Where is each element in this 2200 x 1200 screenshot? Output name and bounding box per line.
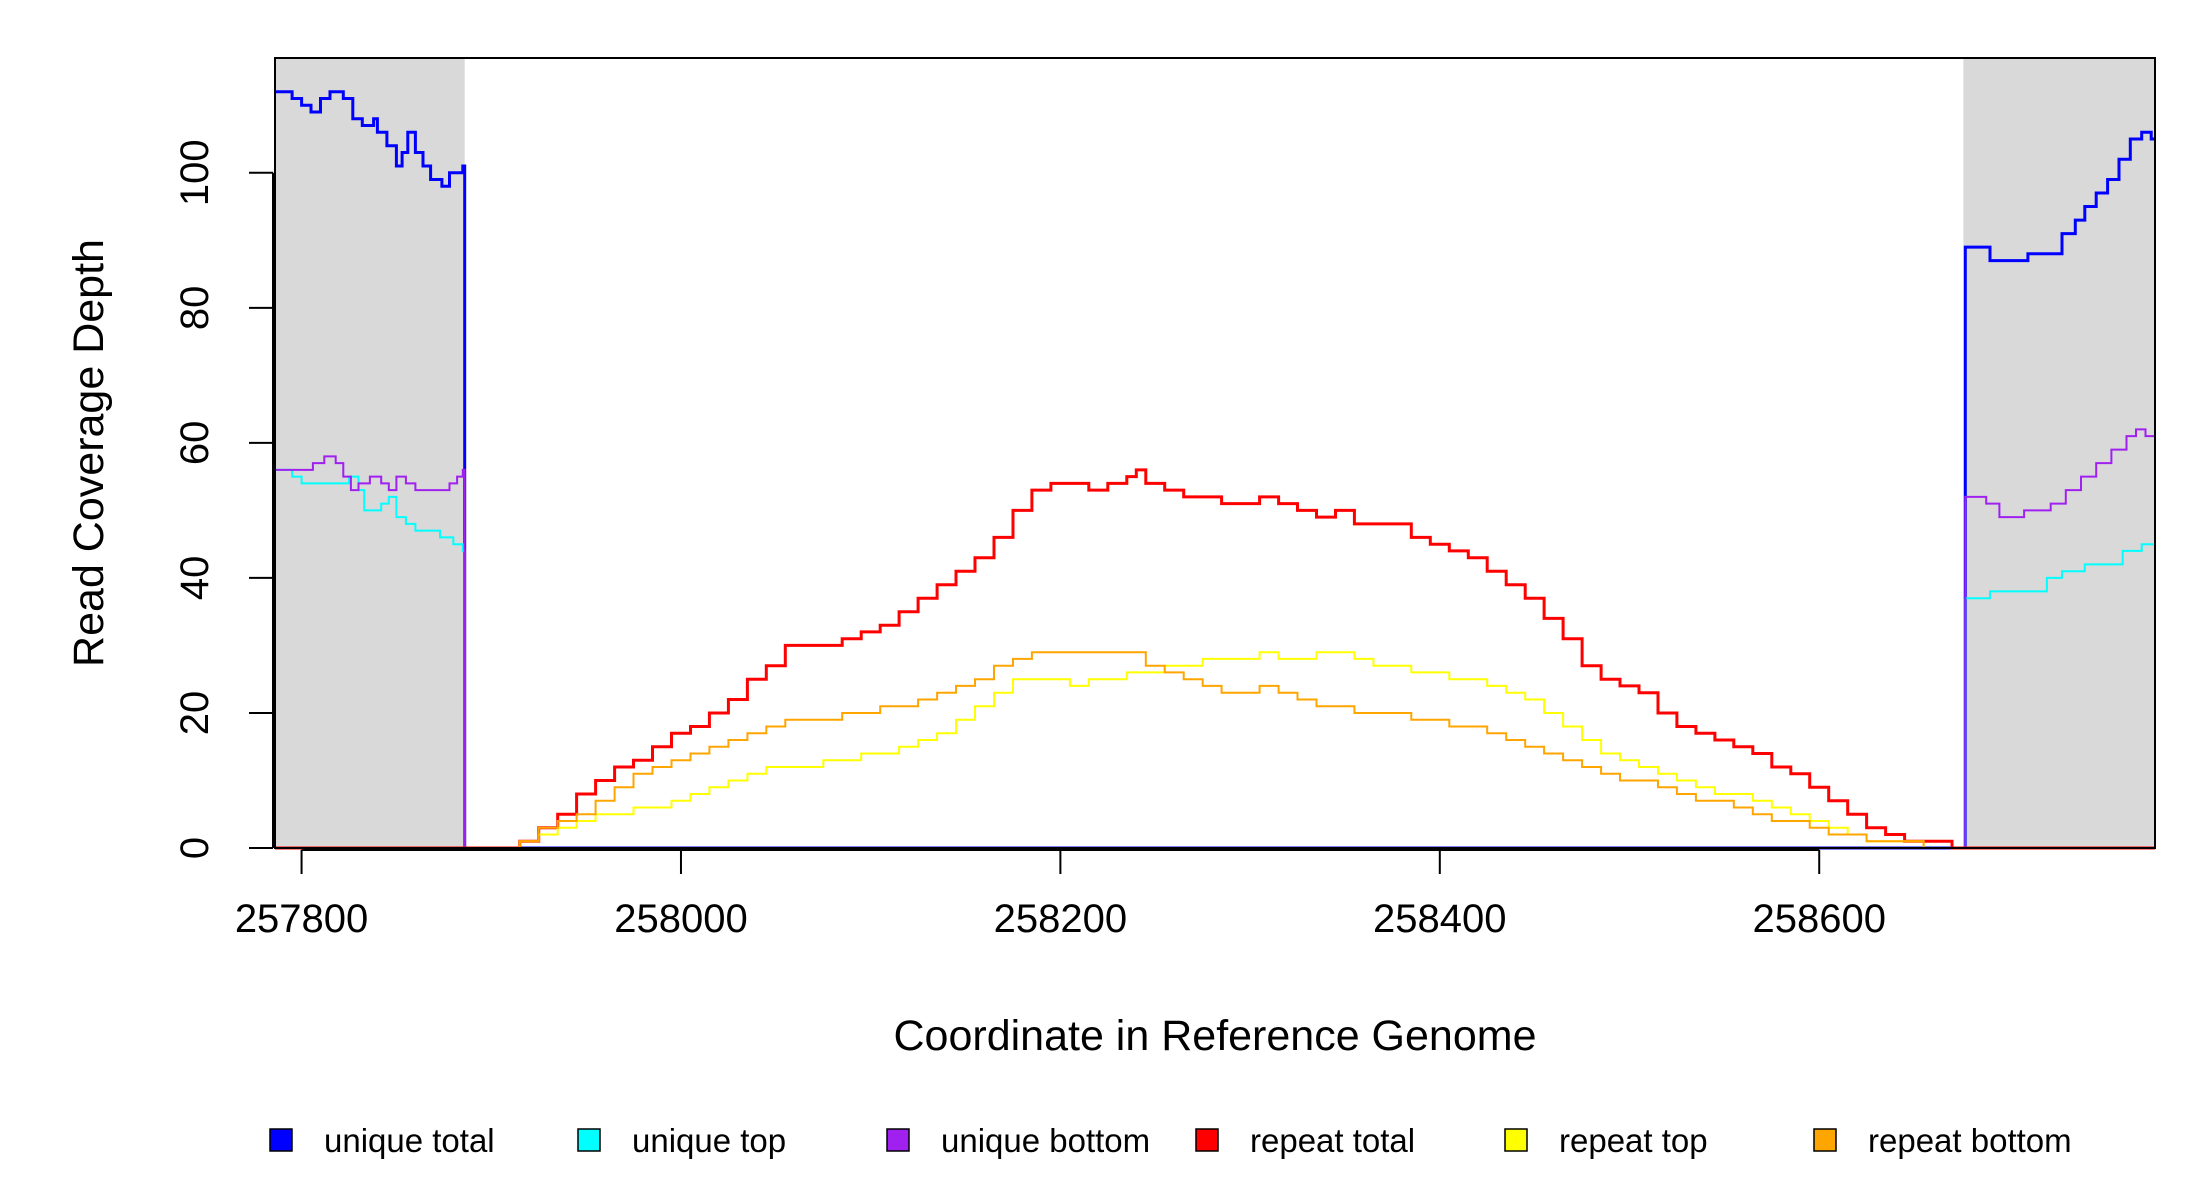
series-lines — [275, 90, 2156, 850]
shaded-region-0 — [275, 58, 465, 848]
y-axis-title: Read Coverage Depth — [65, 239, 113, 667]
legend-label: repeat bottom — [1868, 1122, 2072, 1159]
legend-label: unique bottom — [941, 1122, 1150, 1159]
x-tick-label: 258400 — [1373, 897, 1506, 941]
legend-swatch — [1813, 1128, 1837, 1152]
legend-swatch — [1195, 1128, 1219, 1152]
x-tick-label: 258600 — [1752, 897, 1885, 941]
legend-label: unique total — [324, 1122, 495, 1159]
y-tick-label: 20 — [173, 691, 217, 736]
y-axis: 0 20 40 60 80 100 — [173, 139, 274, 859]
series-line-unique-total — [275, 90, 2155, 850]
shaded-regions — [275, 58, 2155, 848]
x-axis-title: Coordinate in Reference Genome — [894, 1012, 1537, 1060]
x-axis: 257800 258000 258200 258400 258600 — [235, 849, 1886, 941]
x-tick-label: 257800 — [235, 897, 368, 941]
y-tick-label: 40 — [173, 556, 217, 601]
y-tick-label: 0 — [173, 837, 217, 859]
legend: unique total unique top unique bottom repea… — [269, 1122, 2072, 1159]
legend-label: repeat top — [1559, 1122, 1708, 1159]
legend-swatch — [886, 1128, 910, 1152]
y-tick-label: 100 — [173, 139, 217, 206]
series-line-repeat-bottom — [275, 651, 2155, 849]
x-tick-label: 258000 — [614, 897, 747, 941]
plot-frame — [274, 57, 2156, 849]
legend-label: unique top — [632, 1122, 786, 1159]
x-tick-label: 258200 — [994, 897, 1127, 941]
series-line-repeat-total — [275, 468, 2155, 850]
shaded-region-1 — [1963, 58, 2155, 848]
series-line-unique-bottom — [275, 428, 2156, 849]
series-line-unique-top — [275, 468, 2155, 849]
y-tick-label: 80 — [173, 286, 217, 331]
legend-swatch — [269, 1128, 293, 1152]
series-line-repeat-top — [275, 651, 2155, 849]
y-tick-label: 60 — [173, 421, 217, 466]
legend-label: repeat total — [1250, 1122, 1415, 1159]
legend-swatch — [1504, 1128, 1528, 1152]
legend-swatch — [577, 1128, 601, 1152]
